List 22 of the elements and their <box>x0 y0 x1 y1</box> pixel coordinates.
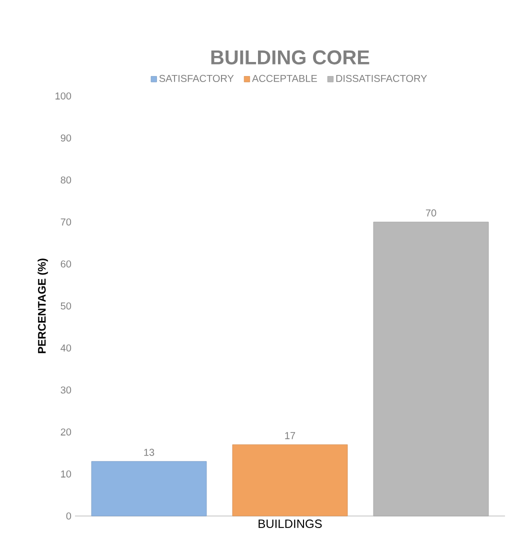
data-label: 17 <box>285 432 296 440</box>
y-tick-label: 100 <box>56 92 72 100</box>
data-label: 13 <box>144 448 154 456</box>
y-tick-label: 90 <box>60 134 72 142</box>
legend-label: ACCEPTABLE <box>252 74 317 82</box>
legend-label: SATISFACTORY <box>159 74 234 82</box>
y-tick-label: 20 <box>60 428 72 436</box>
y-tick-label: 80 <box>60 176 72 184</box>
x-tick-label: BUILDINGS <box>258 520 322 528</box>
legend-label: DISSATISFACTORY <box>336 74 427 82</box>
y-tick-label: 30 <box>60 386 72 394</box>
bar <box>232 444 348 516</box>
y-tick-label: 60 <box>60 260 72 268</box>
y-tick-label: 10 <box>61 470 72 478</box>
y-tick-label: 70 <box>60 218 72 226</box>
y-tick-label: 40 <box>60 344 72 352</box>
y-tick-label: 0 <box>66 512 72 520</box>
y-tick-label: 50 <box>60 302 72 310</box>
data-label: 70 <box>426 209 436 216</box>
bar <box>91 461 207 516</box>
chart-title: BUILDING CORE <box>211 50 370 64</box>
y-axis-title: PERCENTAGE (%) <box>38 258 48 354</box>
